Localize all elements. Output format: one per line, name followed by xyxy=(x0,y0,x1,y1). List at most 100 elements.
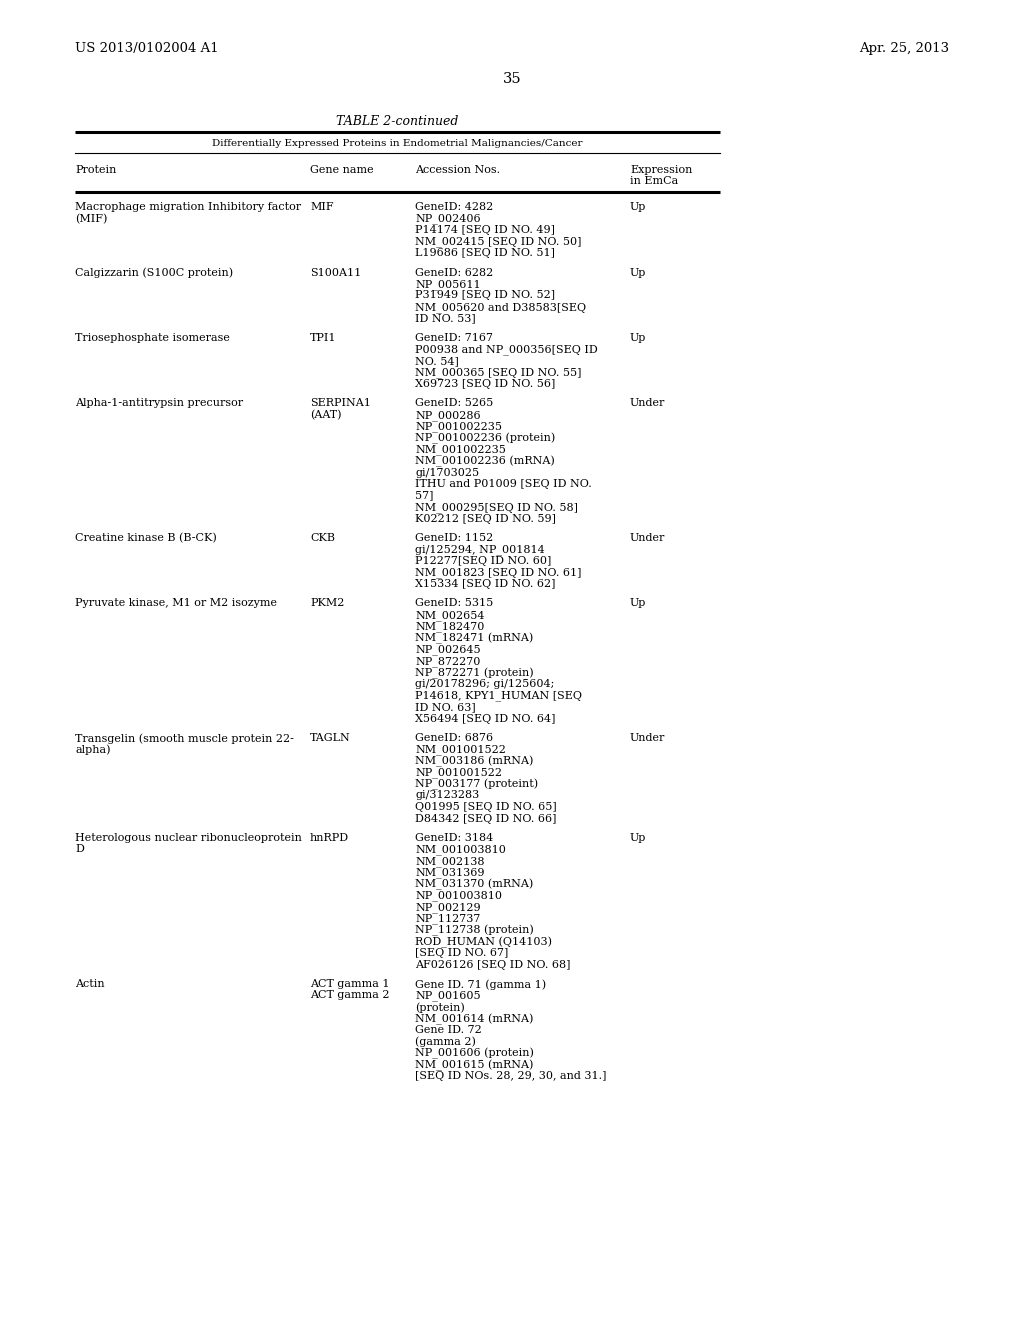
Text: GeneID: 7167: GeneID: 7167 xyxy=(415,333,493,343)
Text: GeneID: 4282: GeneID: 4282 xyxy=(415,202,494,213)
Text: PKM2: PKM2 xyxy=(310,598,344,609)
Text: NM_003186 (mRNA): NM_003186 (mRNA) xyxy=(415,756,534,767)
Text: NP_001001522: NP_001001522 xyxy=(415,767,502,779)
Text: Differentially Expressed Proteins in Endometrial Malignancies/Cancer: Differentially Expressed Proteins in End… xyxy=(212,139,583,148)
Text: NP_005611: NP_005611 xyxy=(415,279,480,289)
Text: Accession Nos.: Accession Nos. xyxy=(415,165,500,176)
Text: NM_001001522: NM_001001522 xyxy=(415,744,506,755)
Text: NM_002138: NM_002138 xyxy=(415,855,484,867)
Text: P00938 and NP_000356[SEQ ID: P00938 and NP_000356[SEQ ID xyxy=(415,345,598,355)
Text: Under: Under xyxy=(630,533,666,543)
Text: NM_000365 [SEQ ID NO. 55]: NM_000365 [SEQ ID NO. 55] xyxy=(415,367,582,379)
Text: NP_872270: NP_872270 xyxy=(415,656,480,667)
Text: MIF: MIF xyxy=(310,202,334,213)
Text: GeneID: 6876: GeneID: 6876 xyxy=(415,733,494,743)
Text: NM_031370 (mRNA): NM_031370 (mRNA) xyxy=(415,879,534,890)
Text: NM_001823 [SEQ ID NO. 61]: NM_001823 [SEQ ID NO. 61] xyxy=(415,568,582,578)
Text: P14174 [SEQ ID NO. 49]: P14174 [SEQ ID NO. 49] xyxy=(415,224,555,235)
Text: P12277[SEQ ID NO. 60]: P12277[SEQ ID NO. 60] xyxy=(415,556,551,566)
Text: [SEQ ID NO. 67]: [SEQ ID NO. 67] xyxy=(415,948,508,958)
Text: gi/3123283: gi/3123283 xyxy=(415,791,479,800)
Text: TPI1: TPI1 xyxy=(310,333,337,343)
Text: Protein: Protein xyxy=(75,165,117,176)
Text: Under: Under xyxy=(630,399,666,408)
Text: alpha): alpha) xyxy=(75,744,111,755)
Text: NP_001003810: NP_001003810 xyxy=(415,891,502,902)
Text: CKB: CKB xyxy=(310,533,335,543)
Text: NP_001002236 (protein): NP_001002236 (protein) xyxy=(415,433,555,445)
Text: P31949 [SEQ ID NO. 52]: P31949 [SEQ ID NO. 52] xyxy=(415,290,555,301)
Text: Pyruvate kinase, M1 or M2 isozyme: Pyruvate kinase, M1 or M2 isozyme xyxy=(75,598,278,609)
Text: Up: Up xyxy=(630,202,646,213)
Text: GeneID: 6282: GeneID: 6282 xyxy=(415,268,494,277)
Text: TAGLN: TAGLN xyxy=(310,733,351,743)
Text: X69723 [SEQ ID NO. 56]: X69723 [SEQ ID NO. 56] xyxy=(415,379,555,389)
Text: NP_112738 (protein): NP_112738 (protein) xyxy=(415,925,534,936)
Text: Up: Up xyxy=(630,598,646,609)
Text: AF026126 [SEQ ID NO. 68]: AF026126 [SEQ ID NO. 68] xyxy=(415,960,570,969)
Text: P14618, KPY1_HUMAN [SEQ: P14618, KPY1_HUMAN [SEQ xyxy=(415,690,582,701)
Text: [SEQ ID NOs. 28, 29, 30, and 31.]: [SEQ ID NOs. 28, 29, 30, and 31.] xyxy=(415,1071,606,1081)
Text: NM_002654: NM_002654 xyxy=(415,610,484,620)
Text: GeneID: 5265: GeneID: 5265 xyxy=(415,399,494,408)
Text: NP_872271 (protein): NP_872271 (protein) xyxy=(415,668,534,678)
Text: gi/20178296; gi/125604;: gi/20178296; gi/125604; xyxy=(415,678,554,689)
Text: Under: Under xyxy=(630,733,666,743)
Text: SERPINA1: SERPINA1 xyxy=(310,399,371,408)
Text: K02212 [SEQ ID NO. 59]: K02212 [SEQ ID NO. 59] xyxy=(415,513,556,524)
Text: NM_001614 (mRNA): NM_001614 (mRNA) xyxy=(415,1014,534,1024)
Text: S100A11: S100A11 xyxy=(310,268,361,277)
Text: NM_002415 [SEQ ID NO. 50]: NM_002415 [SEQ ID NO. 50] xyxy=(415,236,582,247)
Text: ID NO. 63]: ID NO. 63] xyxy=(415,702,476,711)
Text: Q01995 [SEQ ID NO. 65]: Q01995 [SEQ ID NO. 65] xyxy=(415,803,557,812)
Text: NP_001605: NP_001605 xyxy=(415,990,480,1001)
Text: Expression: Expression xyxy=(630,165,692,176)
Text: 57]: 57] xyxy=(415,491,433,500)
Text: gi/1703025: gi/1703025 xyxy=(415,467,479,478)
Text: Gene ID. 71 (gamma 1): Gene ID. 71 (gamma 1) xyxy=(415,979,546,990)
Text: NM_005620 and D38583[SEQ: NM_005620 and D38583[SEQ xyxy=(415,302,586,313)
Text: NM_182471 (mRNA): NM_182471 (mRNA) xyxy=(415,634,534,644)
Text: Up: Up xyxy=(630,833,646,843)
Text: GeneID: 5315: GeneID: 5315 xyxy=(415,598,494,609)
Text: Transgelin (smooth muscle protein 22-: Transgelin (smooth muscle protein 22- xyxy=(75,733,294,743)
Text: (gamma 2): (gamma 2) xyxy=(415,1036,476,1047)
Text: Alpha-1-antitrypsin precursor: Alpha-1-antitrypsin precursor xyxy=(75,399,243,408)
Text: Apr. 25, 2013: Apr. 25, 2013 xyxy=(859,42,949,55)
Text: Macrophage migration Inhibitory factor: Macrophage migration Inhibitory factor xyxy=(75,202,301,213)
Text: NP_002406: NP_002406 xyxy=(415,214,480,224)
Text: NM_031369: NM_031369 xyxy=(415,867,484,878)
Text: X56494 [SEQ ID NO. 64]: X56494 [SEQ ID NO. 64] xyxy=(415,714,555,723)
Text: L19686 [SEQ ID NO. 51]: L19686 [SEQ ID NO. 51] xyxy=(415,248,555,257)
Text: NM_001002235: NM_001002235 xyxy=(415,445,506,455)
Text: GeneID: 3184: GeneID: 3184 xyxy=(415,833,494,843)
Text: gi/125294, NP_001814: gi/125294, NP_001814 xyxy=(415,544,545,556)
Text: NP_002129: NP_002129 xyxy=(415,902,480,912)
Text: NM_000295[SEQ ID NO. 58]: NM_000295[SEQ ID NO. 58] xyxy=(415,502,578,512)
Text: ACT gamma 1: ACT gamma 1 xyxy=(310,979,389,989)
Text: TABLE 2-continued: TABLE 2-continued xyxy=(336,115,459,128)
Text: D84342 [SEQ ID NO. 66]: D84342 [SEQ ID NO. 66] xyxy=(415,813,556,824)
Text: Creatine kinase B (B-CK): Creatine kinase B (B-CK) xyxy=(75,533,217,544)
Text: Up: Up xyxy=(630,333,646,343)
Text: NM_182470: NM_182470 xyxy=(415,622,484,632)
Text: US 2013/0102004 A1: US 2013/0102004 A1 xyxy=(75,42,219,55)
Text: NP_000286: NP_000286 xyxy=(415,411,480,421)
Text: ACT gamma 2: ACT gamma 2 xyxy=(310,990,389,1001)
Text: ITHU and P01009 [SEQ ID NO.: ITHU and P01009 [SEQ ID NO. xyxy=(415,479,592,488)
Text: NM_001002236 (mRNA): NM_001002236 (mRNA) xyxy=(415,455,555,467)
Text: NO. 54]: NO. 54] xyxy=(415,356,459,366)
Text: NP_001606 (protein): NP_001606 (protein) xyxy=(415,1048,534,1059)
Text: NP_002645: NP_002645 xyxy=(415,644,480,655)
Text: NP_112737: NP_112737 xyxy=(415,913,480,924)
Text: (protein): (protein) xyxy=(415,1002,465,1012)
Text: (AAT): (AAT) xyxy=(310,411,341,420)
Text: GeneID: 1152: GeneID: 1152 xyxy=(415,533,494,543)
Text: hnRPD: hnRPD xyxy=(310,833,349,843)
Text: ROD_HUMAN (Q14103): ROD_HUMAN (Q14103) xyxy=(415,936,552,948)
Text: NM_001615 (mRNA): NM_001615 (mRNA) xyxy=(415,1060,534,1071)
Text: 35: 35 xyxy=(503,73,521,86)
Text: X15334 [SEQ ID NO. 62]: X15334 [SEQ ID NO. 62] xyxy=(415,579,555,589)
Text: NP_003177 (proteint): NP_003177 (proteint) xyxy=(415,779,539,791)
Text: Triosephosphate isomerase: Triosephosphate isomerase xyxy=(75,333,229,343)
